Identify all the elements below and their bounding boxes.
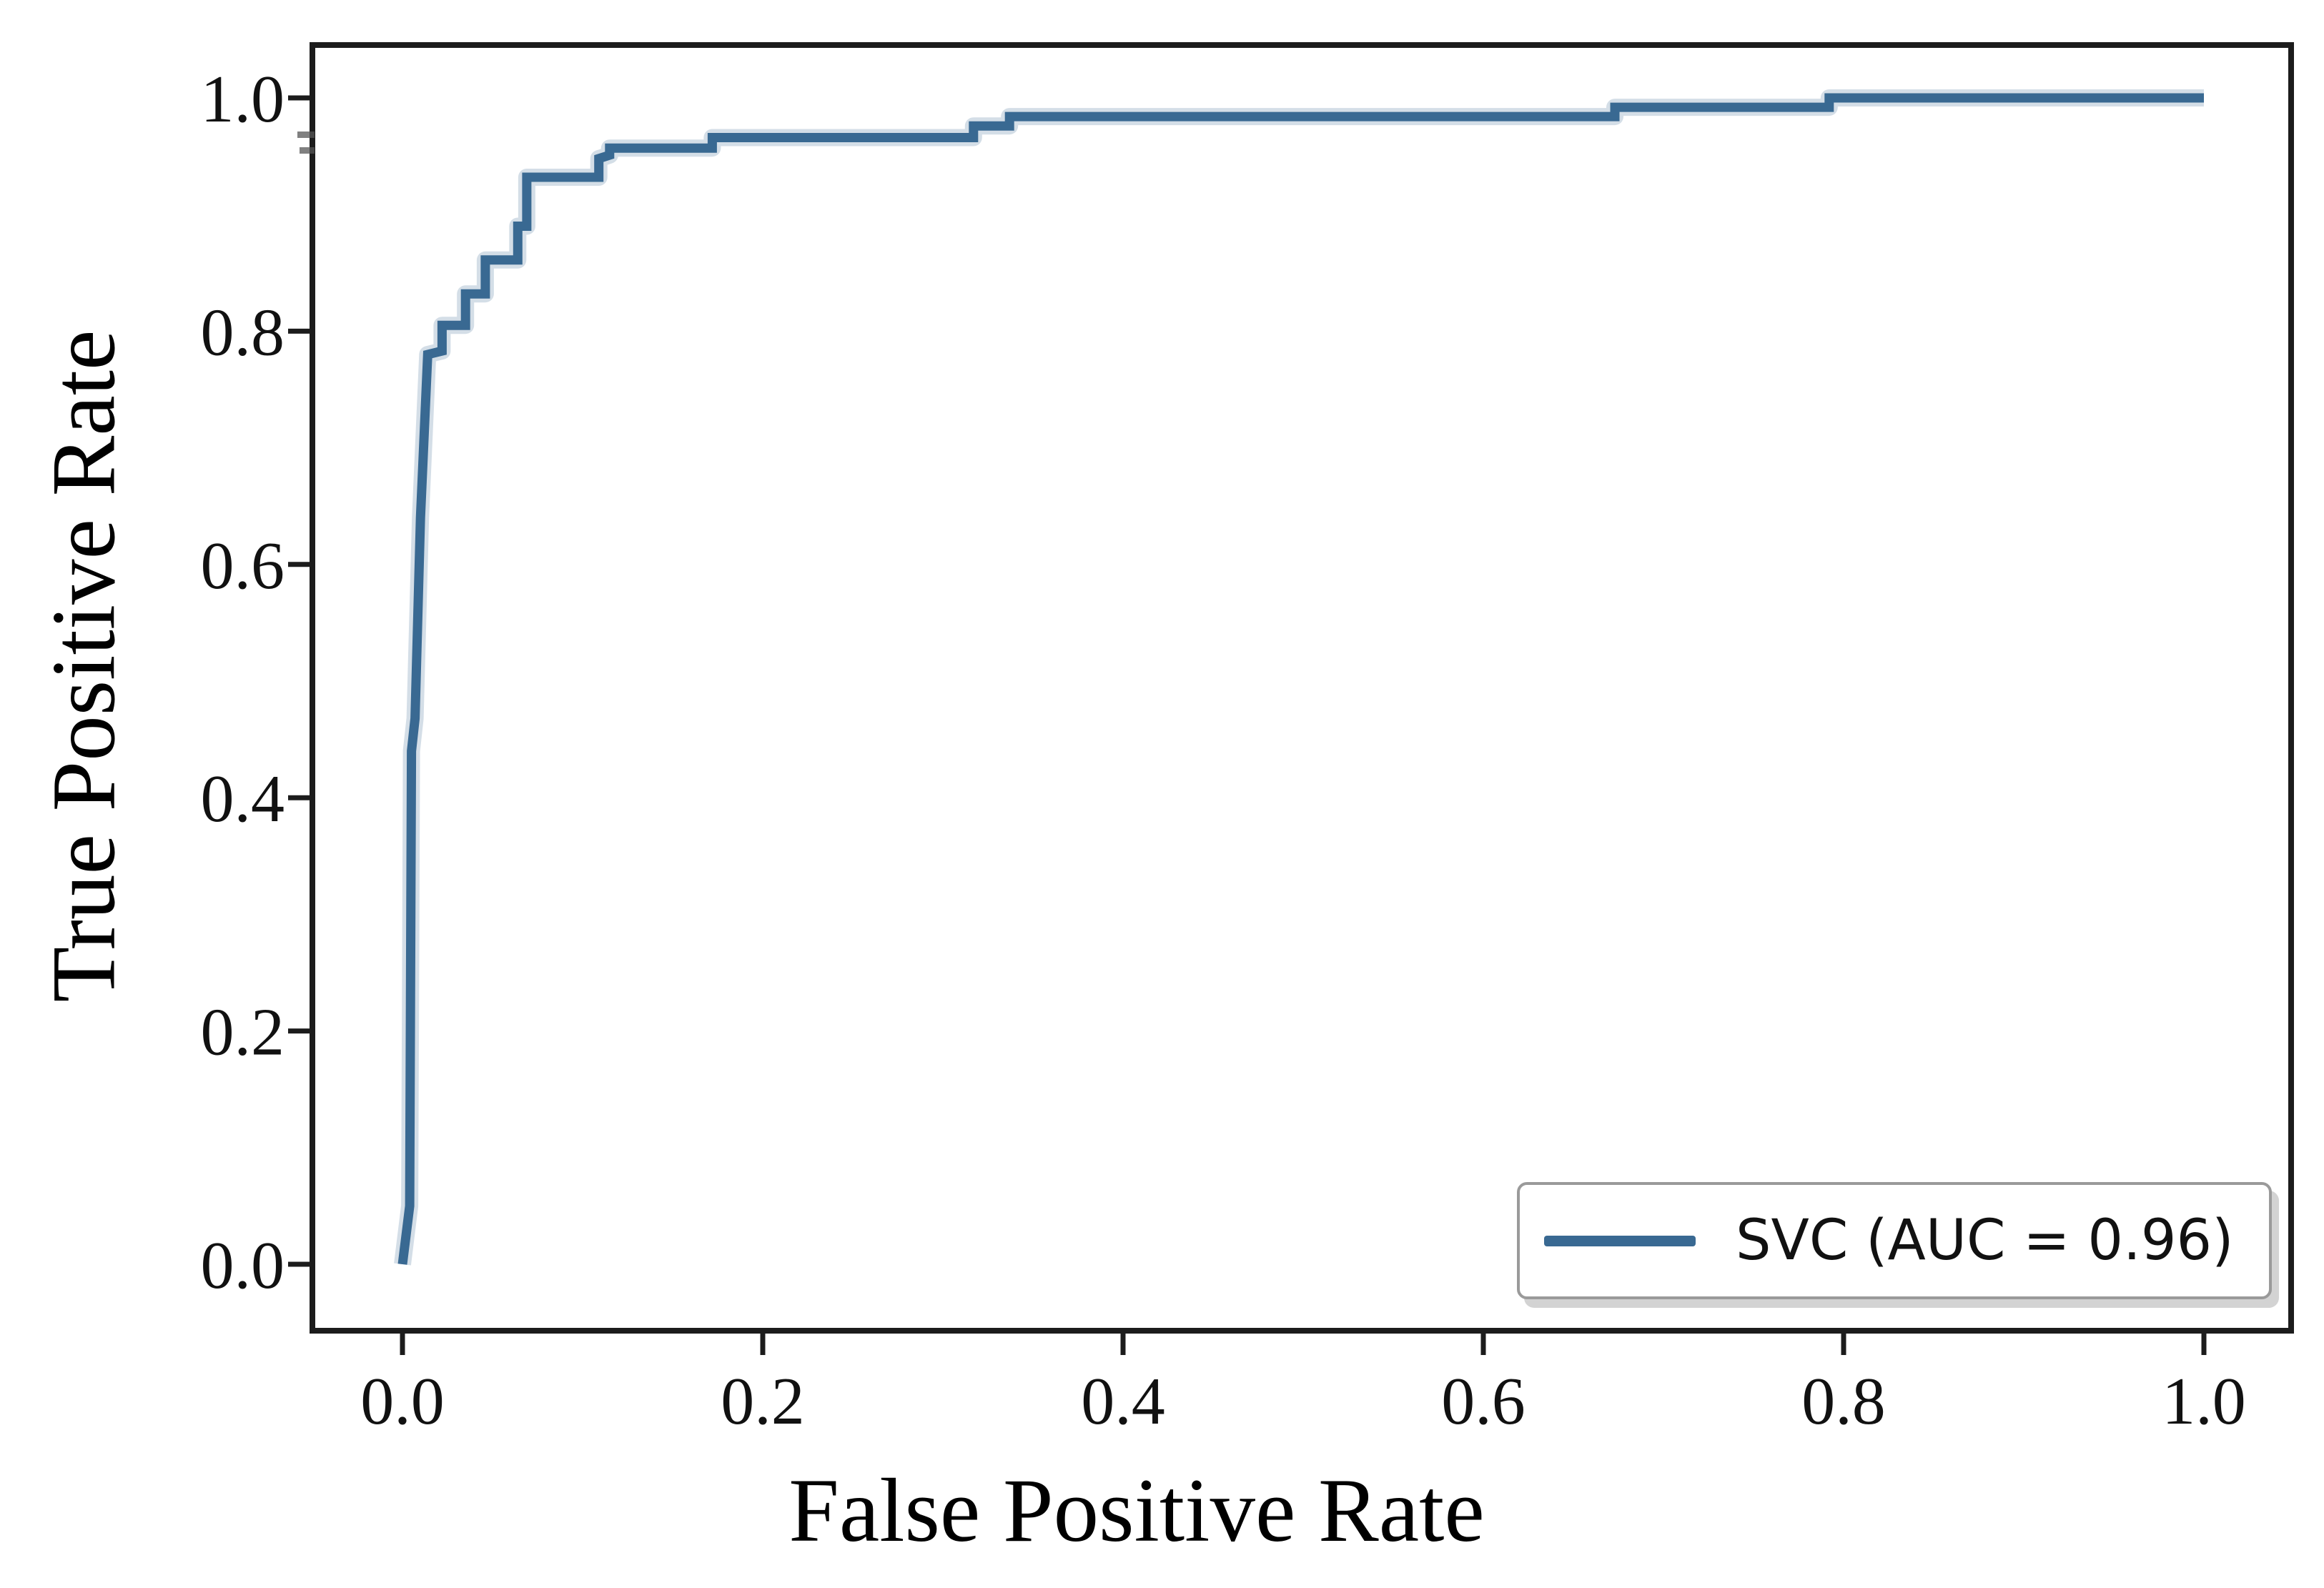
roc-curve: [397, 93, 2204, 1265]
x-tick-label: 0.2: [721, 1364, 805, 1439]
y-axis-ticks: 0.0 0.2 0.4 0.6 0.8 1.0: [201, 62, 310, 1303]
axes-spines: [310, 42, 2294, 1334]
x-axis-ticks: 0.0 0.2 0.4 0.6 0.8 1.0: [360, 1334, 2246, 1439]
x-axis-title: False Positive Rate: [788, 1461, 1485, 1561]
legend-line-swatch: [1544, 1235, 1696, 1246]
y-tick-label: 0.6: [201, 529, 285, 603]
y-tick-label: 1.0: [201, 62, 285, 137]
y-tick-label: 0.8: [201, 295, 285, 369]
spine-smudge-artifact: [300, 147, 315, 154]
legend-box: SVC (AUC = 0.96): [1517, 1182, 2272, 1299]
roc-curve-group: [394, 89, 2204, 1266]
spine-smudge-artifact: [297, 131, 315, 138]
x-tick-label: 0.6: [1441, 1364, 1526, 1439]
y-tick-label: 0.2: [201, 996, 285, 1070]
y-tick-label: 0.4: [201, 762, 285, 836]
y-axis-title: True Positive Rate: [34, 329, 134, 1003]
x-tick-label: 1.0: [2162, 1364, 2246, 1439]
x-tick-label: 0.0: [360, 1364, 445, 1439]
x-tick-label: 0.8: [1801, 1364, 1886, 1439]
roc-curve-halo: [394, 89, 2204, 1266]
x-tick-label: 0.4: [1081, 1364, 1165, 1439]
y-tick-label: 0.0: [201, 1229, 285, 1303]
legend-entry-label: SVC (AUC = 0.96): [1736, 1209, 2234, 1273]
